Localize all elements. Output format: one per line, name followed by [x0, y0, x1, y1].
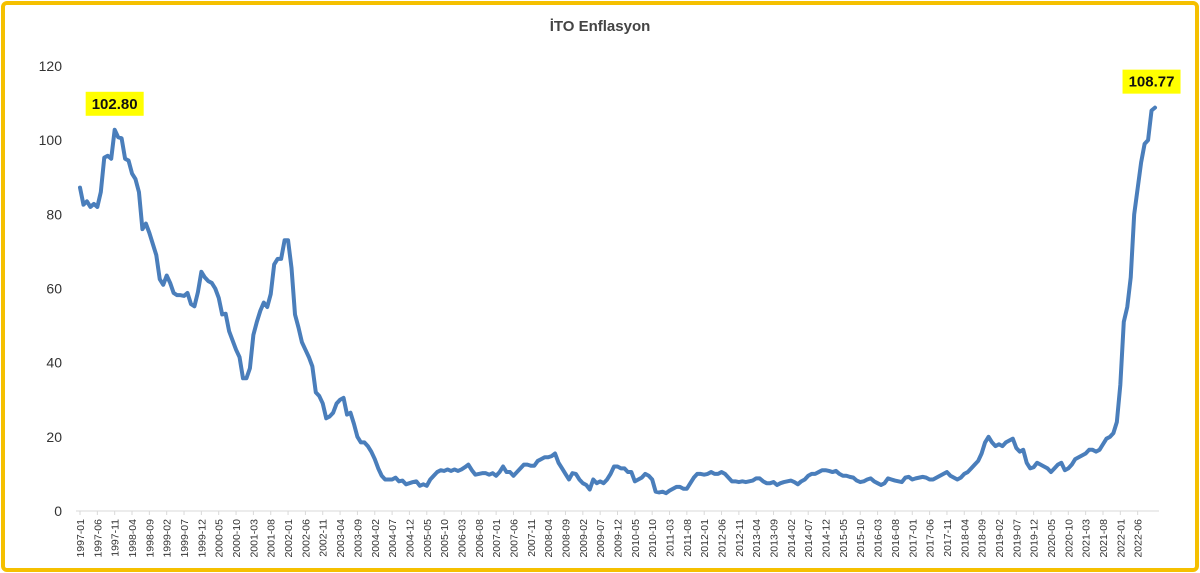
x-tick-label: 2017-11 — [942, 519, 954, 557]
y-tick-label: 120 — [39, 58, 63, 74]
callouts: 102.80 108.77 — [85, 69, 1181, 116]
x-tick-label: 2003-04 — [335, 519, 347, 558]
x-tick-label: 2010-05 — [630, 519, 642, 558]
x-tick-label: 1997-11 — [110, 519, 122, 557]
x-tick-label: 1998-09 — [144, 519, 156, 558]
y-tick-label: 60 — [46, 281, 62, 297]
x-tick-label: 2019-12 — [1029, 519, 1041, 558]
x-tick-label: 2009-12 — [613, 519, 625, 558]
x-tick-label: 2001-03 — [248, 519, 260, 558]
x-tick-label: 2022-01 — [1115, 519, 1127, 558]
x-tick-label: 2001-08 — [266, 519, 278, 558]
x-tick-label: 2016-08 — [890, 519, 902, 558]
x-tick-label: 2014-02 — [786, 519, 798, 558]
x-tick-label: 2017-06 — [925, 519, 937, 558]
x-tick-label: 2020-10 — [1063, 519, 1075, 558]
x-tick-label: 2010-10 — [647, 519, 659, 558]
callout-label: 108.77 — [1129, 74, 1175, 91]
x-tick-label: 2021-08 — [1098, 519, 1110, 558]
x-tick-label: 2012-01 — [699, 519, 711, 558]
x-tick-label: 2002-01 — [283, 519, 295, 558]
x-tick-label: 1997-06 — [92, 519, 104, 558]
x-tick-label: 2009-02 — [578, 519, 590, 558]
x-tick-label: 2019-02 — [994, 519, 1006, 558]
x-tick-label: 2008-09 — [560, 519, 572, 558]
series-line — [78, 105, 1157, 496]
x-tick-label: 2009-07 — [595, 519, 607, 558]
x-tick-label: 2004-12 — [404, 519, 416, 558]
x-tick-label: 1999-12 — [196, 519, 208, 558]
x-tick-label: 1998-04 — [127, 519, 139, 558]
x-tick-label: 1999-07 — [179, 519, 191, 558]
x-tick-label: 2015-05 — [838, 519, 850, 558]
x-tick-label: 2014-07 — [803, 519, 815, 558]
callout-box — [1122, 69, 1181, 94]
x-tick-label: 2011-03 — [665, 519, 677, 557]
x-tick-label: 2022-06 — [1133, 519, 1145, 558]
x-tick-label: 2007-06 — [508, 519, 520, 558]
x-tick-label: 2008-04 — [543, 519, 555, 558]
x-tick-label: 1997-01 — [75, 519, 87, 558]
x-tick-label: 2020-05 — [1046, 519, 1058, 558]
x-tick-label: 2016-03 — [873, 519, 885, 558]
x-tick-label: 2012-06 — [717, 519, 729, 558]
x-tick-label: 2019-07 — [1011, 519, 1023, 558]
x-tick-label: 2003-09 — [352, 519, 364, 558]
y-tick-label: 100 — [39, 132, 63, 148]
x-tick-label: 2012-11 — [734, 519, 746, 557]
y-tick-label: 80 — [46, 206, 62, 222]
y-tick-label: 40 — [46, 355, 62, 371]
x-tick-label: 2000-10 — [231, 519, 243, 558]
x-tick-label: 2021-03 — [1081, 519, 1093, 558]
x-tick-label: 2013-09 — [769, 519, 781, 558]
x-tick-label: 2011-08 — [682, 519, 694, 557]
x-tick-label: 2018-09 — [977, 519, 989, 558]
x-tick-label: 2017-01 — [907, 519, 919, 558]
x-tick-label: 2006-08 — [474, 519, 486, 558]
x-axis: 1997-01 1997-06 1997-11 1998-04 1998-09 1999-… — [75, 511, 1145, 558]
x-tick-label: 1999-02 — [162, 519, 174, 558]
x-tick-label: 2004-07 — [387, 519, 399, 558]
x-tick-label: 2006-03 — [456, 519, 468, 558]
chart-title: İTO Enflasyon — [549, 18, 651, 35]
y-tick-label: 0 — [54, 503, 62, 519]
callout-label: 102.80 — [92, 96, 138, 113]
x-tick-label: 2005-10 — [439, 519, 451, 558]
callout-box — [85, 91, 144, 116]
x-tick-label: 2013-04 — [751, 519, 763, 558]
x-tick-label: 2005-05 — [422, 519, 434, 558]
x-tick-label: 2002-06 — [300, 519, 312, 558]
y-tick-label: 20 — [46, 429, 62, 445]
x-tick-label: 2015-10 — [855, 519, 867, 558]
x-tick-label: 2014-12 — [821, 519, 833, 558]
x-tick-label: 2007-11 — [526, 519, 538, 557]
y-axis: 0 20 40 60 80 100 120 — [39, 58, 63, 519]
x-tick-label: 2007-01 — [491, 519, 503, 558]
x-tick-label: 2018-04 — [959, 519, 971, 558]
x-tick-label: 2002-11 — [318, 519, 330, 557]
x-tick-label: 2004-02 — [370, 519, 382, 558]
x-tick-label: 2000-05 — [214, 519, 226, 558]
